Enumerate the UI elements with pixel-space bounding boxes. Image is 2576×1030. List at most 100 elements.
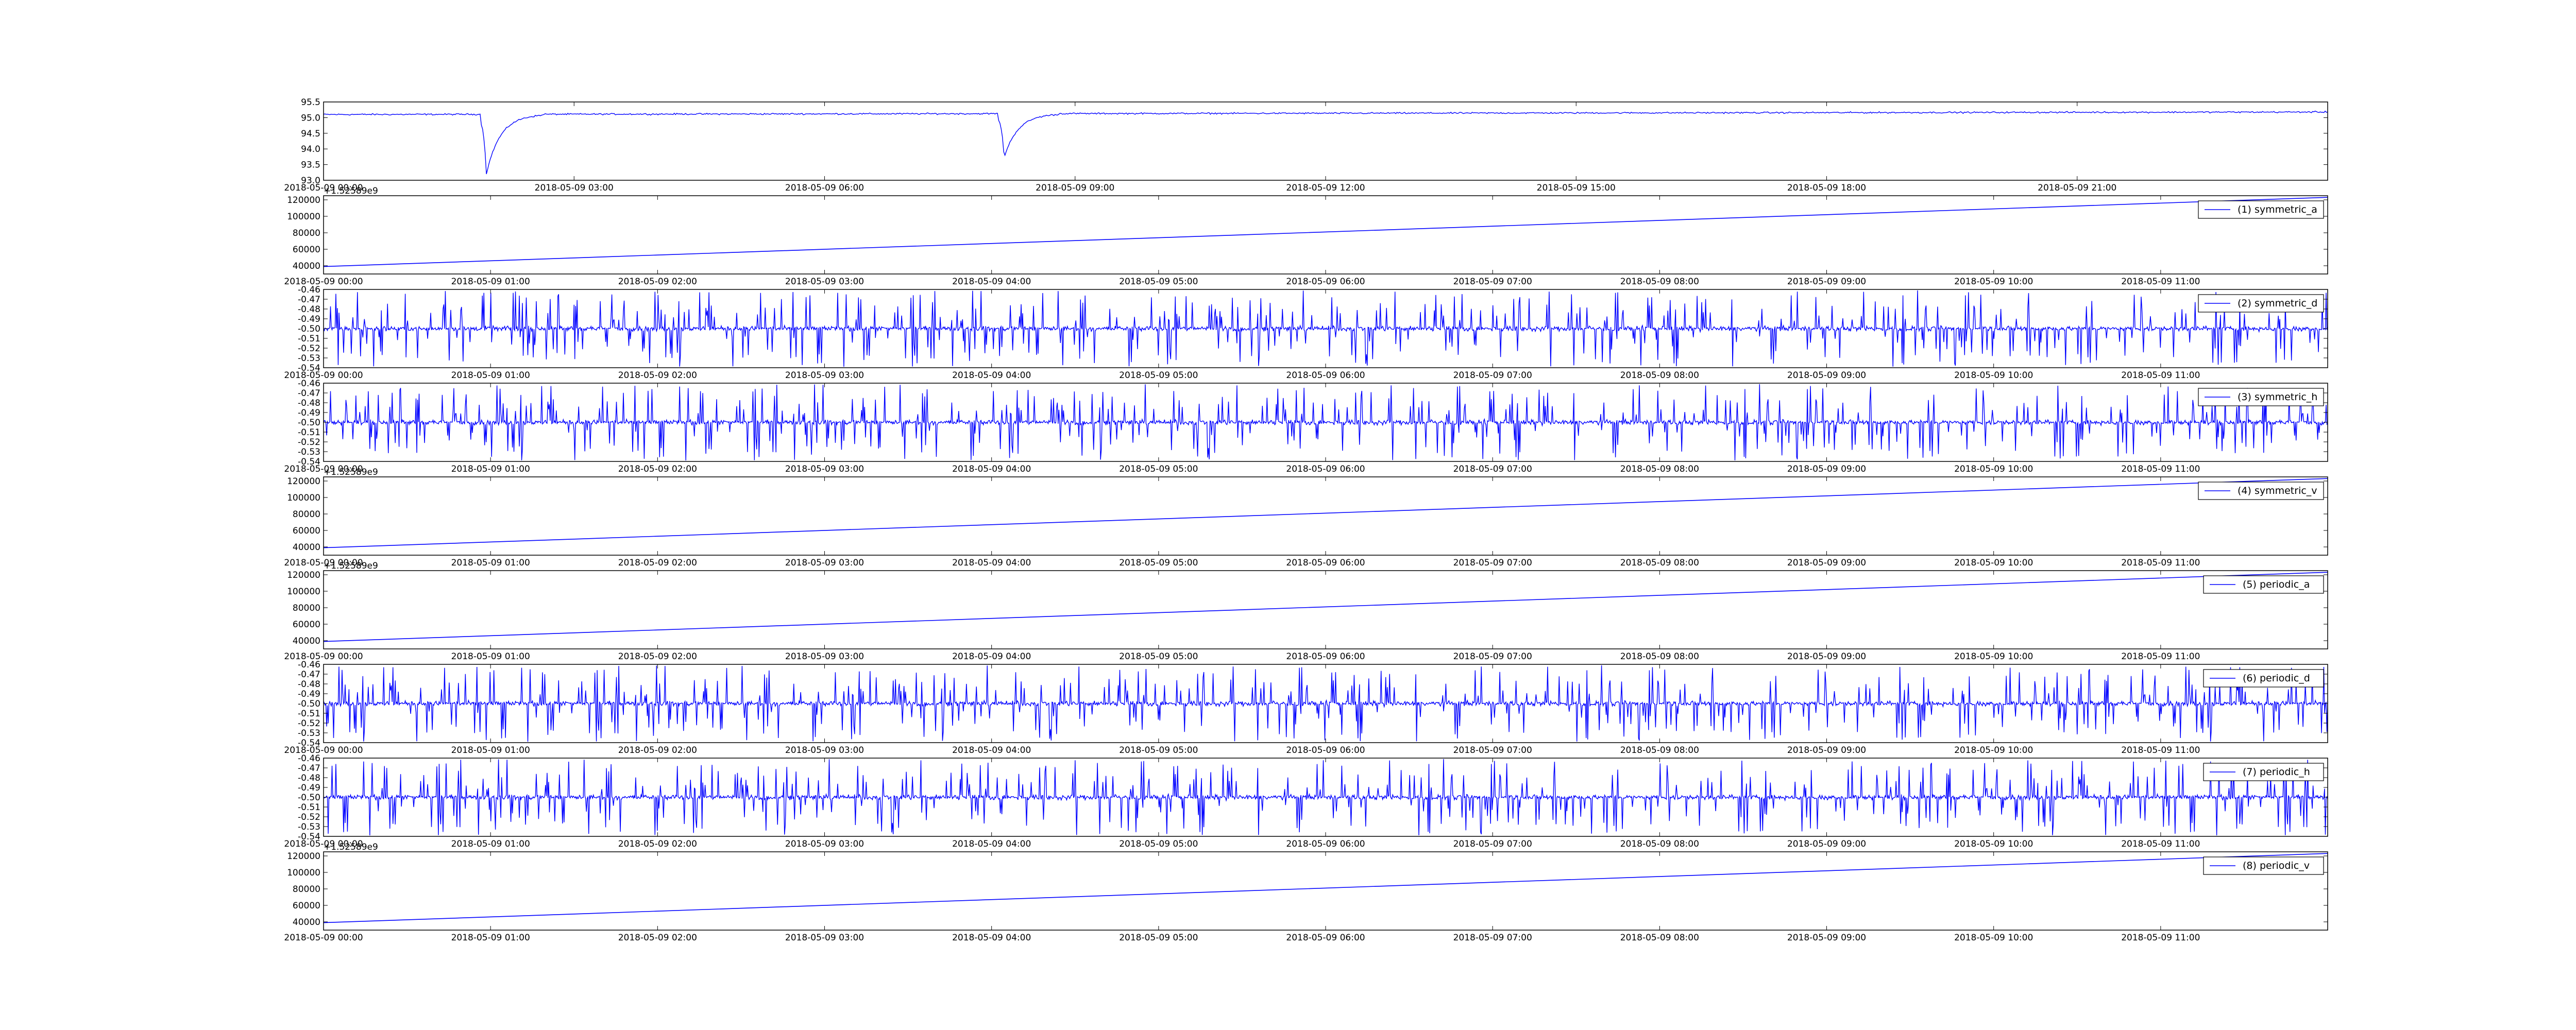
series-line: [323, 759, 2328, 836]
x-tick-label: 2018-05-09 08:00: [1620, 651, 1699, 662]
y-tick-label: 60000: [293, 245, 320, 255]
legend-label: (6) periodic_d: [2243, 673, 2310, 684]
subplot-4: 40000 60000 80000 100000 120000 2018-05-09 00…: [284, 467, 2328, 568]
x-tick-label: 2018-05-09 02:00: [618, 464, 697, 474]
y-tick-label: 100000: [287, 587, 320, 597]
series-line: [323, 110, 2328, 175]
x-tick-label: 2018-05-09 10:00: [1954, 839, 2033, 849]
x-tick-label: 2018-05-09 07:00: [1453, 839, 1532, 849]
x-tick-label: 2018-05-09 11:00: [2121, 651, 2200, 662]
y-tick-label: 80000: [293, 603, 320, 613]
x-tick-label: 2018-05-09 08:00: [1620, 558, 1699, 568]
legend-label: (3) symmetric_h: [2238, 391, 2317, 403]
x-tick-label: 2018-05-09 03:00: [785, 558, 864, 568]
y-tick-label: -0.51: [298, 709, 320, 719]
axis-offset-label: +1.52589e9: [324, 561, 378, 571]
y-tick-label: 60000: [293, 526, 320, 536]
x-tick-label: 2018-05-09 04:00: [952, 651, 1031, 662]
x-tick-label: 2018-05-09 08:00: [1620, 933, 1699, 943]
x-tick-label: 2018-05-09 05:00: [1119, 745, 1198, 756]
x-tick-label: 2018-05-09 11:00: [2121, 370, 2200, 381]
subplot-1: 40000 60000 80000 100000 120000 2018-05-09 00…: [284, 186, 2328, 287]
y-tick-label: 120000: [287, 851, 320, 862]
x-tick-label: 2018-05-09 02:00: [618, 558, 697, 568]
x-tick-label: 2018-05-09 04:00: [952, 277, 1031, 287]
legend: (4) symmetric_v: [2198, 482, 2324, 500]
x-tick-label: 2018-05-09 06:00: [785, 183, 864, 193]
x-tick-label: 2018-05-09 07:00: [1453, 651, 1532, 662]
x-tick-label: 2018-05-09 07:00: [1453, 464, 1532, 474]
x-tick-label: 2018-05-09 00:00: [284, 183, 363, 193]
y-tick-label: -0.46: [298, 379, 320, 389]
x-tick-label: 2018-05-09 11:00: [2121, 464, 2200, 474]
y-tick-label: -0.53: [298, 822, 320, 832]
axis-offset-label: +1.52589e9: [324, 842, 378, 852]
y-tick-label: 95.5: [301, 97, 320, 108]
x-tick-label: 2018-05-09 06:00: [1286, 745, 1365, 756]
x-tick-label: 2018-05-09 01:00: [451, 558, 530, 568]
x-tick-label: 2018-05-09 09:00: [1787, 558, 1866, 568]
x-tick-label: 2018-05-09 06:00: [1286, 651, 1365, 662]
x-tick-label: 2018-05-09 07:00: [1453, 933, 1532, 943]
x-tick-label: 2018-05-09 04:00: [952, 839, 1031, 849]
y-tick-label: -0.51: [298, 427, 320, 438]
legend: (5) periodic_a: [2203, 575, 2324, 594]
y-tick-label: -0.51: [298, 802, 320, 813]
series-line: [323, 478, 2328, 548]
x-tick-label: 2018-05-09 00:00: [284, 651, 363, 662]
x-tick-label: 2018-05-09 21:00: [2038, 183, 2116, 193]
x-tick-label: 2018-05-09 10:00: [1954, 464, 2033, 474]
x-tick-label: 2018-05-09 02:00: [618, 745, 697, 756]
x-tick-label: 2018-05-09 05:00: [1119, 277, 1198, 287]
y-tick-label: -0.48: [298, 773, 320, 783]
y-tick-label: -0.49: [298, 783, 320, 793]
series-line: [323, 197, 2328, 267]
x-tick-label: 2018-05-09 06:00: [1286, 464, 1365, 474]
series-line: [323, 665, 2328, 742]
x-tick-label: 2018-05-09 00:00: [284, 933, 363, 943]
subplot-5: 40000 60000 80000 100000 120000 2018-05-09 00…: [284, 561, 2328, 662]
x-tick-label: 2018-05-09 05:00: [1119, 370, 1198, 381]
y-tick-label: -0.48: [298, 304, 320, 315]
x-tick-label: 2018-05-09 08:00: [1620, 745, 1699, 756]
y-tick-label: 100000: [287, 868, 320, 878]
x-tick-label: 2018-05-09 08:00: [1620, 370, 1699, 381]
x-tick-label: 2018-05-09 02:00: [618, 839, 697, 849]
x-tick-label: 2018-05-09 03:00: [785, 839, 864, 849]
y-tick-label: 94.0: [301, 144, 320, 154]
y-tick-label: 94.5: [301, 129, 320, 139]
legend-label: (2) symmetric_d: [2238, 298, 2317, 309]
y-tick-label: -0.50: [298, 324, 320, 334]
x-tick-label: 2018-05-09 02:00: [618, 933, 697, 943]
y-tick-label: -0.54: [298, 457, 320, 467]
y-tick-label: 60000: [293, 901, 320, 911]
y-tick-label: -0.49: [298, 314, 320, 324]
x-tick-label: 2018-05-09 07:00: [1453, 370, 1532, 381]
x-tick-label: 2018-05-09 01:00: [451, 745, 530, 756]
x-tick-label: 2018-05-09 07:00: [1453, 558, 1532, 568]
x-tick-label: 2018-05-09 12:00: [1286, 183, 1365, 193]
x-tick-label: 2018-05-09 03:00: [785, 933, 864, 943]
x-tick-label: 2018-05-09 18:00: [1787, 183, 1866, 193]
x-tick-label: 2018-05-09 03:00: [785, 464, 864, 474]
legend-label: (1) symmetric_a: [2238, 204, 2317, 215]
x-tick-label: 2018-05-09 01:00: [451, 651, 530, 662]
x-tick-label: 2018-05-09 15:00: [1537, 183, 1616, 193]
x-tick-label: 2018-05-09 06:00: [1286, 933, 1365, 943]
x-tick-label: 2018-05-09 09:00: [1787, 370, 1866, 381]
y-tick-label: 120000: [287, 195, 320, 205]
x-tick-label: 2018-05-09 01:00: [451, 933, 530, 943]
y-tick-label: -0.48: [298, 679, 320, 690]
y-tick-label: -0.53: [298, 353, 320, 364]
x-tick-label: 2018-05-09 10:00: [1954, 745, 2033, 756]
y-tick-label: -0.52: [298, 812, 320, 822]
x-tick-label: 2018-05-09 01:00: [451, 839, 530, 849]
legend: (3) symmetric_h: [2198, 388, 2324, 406]
y-tick-label: -0.47: [298, 388, 320, 399]
y-tick-label: -0.50: [298, 699, 320, 709]
y-tick-label: -0.54: [298, 738, 320, 748]
x-tick-label: 2018-05-09 01:00: [451, 277, 530, 287]
subplot-8: 40000 60000 80000 100000 120000 2018-05-09 00…: [284, 842, 2328, 943]
x-tick-label: 2018-05-09 08:00: [1620, 839, 1699, 849]
x-tick-label: 2018-05-09 09:00: [1787, 745, 1866, 756]
